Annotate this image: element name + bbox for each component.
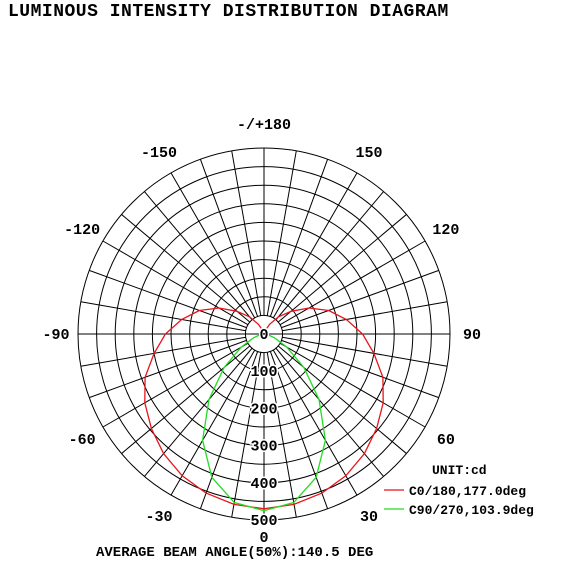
grid-spoke — [89, 339, 247, 399]
radial-tick-label: 100 — [250, 364, 277, 381]
angle-label: -60 — [69, 432, 96, 449]
grid-spoke — [170, 349, 256, 496]
series-curve-0 — [144, 307, 384, 510]
grid-spoke — [272, 349, 358, 496]
grid-spoke — [80, 336, 246, 367]
legend-label-0: C0/180,177.0deg — [409, 484, 526, 499]
angle-label: 150 — [355, 145, 382, 162]
radial-tick-label: 200 — [250, 401, 277, 418]
radial-tick-label: 500 — [250, 513, 277, 530]
grid-spoke — [170, 172, 256, 319]
angle-label: 60 — [437, 432, 455, 449]
grid-spoke — [282, 301, 448, 332]
legend: C0/180,177.0deg C90/270,103.9deg — [384, 484, 534, 518]
grid-spoke — [266, 352, 297, 518]
grid-spoke — [144, 191, 253, 321]
radial-tick-label: 300 — [250, 439, 277, 456]
radial-tick-label: 400 — [250, 476, 277, 493]
grid-spoke — [281, 339, 439, 399]
angle-label: -/+180 — [237, 117, 291, 134]
grid-spoke — [275, 347, 384, 477]
grid-spoke — [277, 214, 407, 323]
angle-label: -90 — [42, 327, 69, 344]
grid-spoke — [199, 159, 259, 317]
grid-spoke — [282, 336, 448, 367]
legend-label-1: C90/270,103.9deg — [409, 503, 534, 518]
grid-spoke — [272, 172, 358, 319]
axis-labels: -/+1801501209060300-30-60-90-120-1500100… — [42, 117, 481, 547]
grid-spoke — [279, 342, 426, 428]
grid-spoke — [102, 342, 249, 428]
grid-spoke — [269, 159, 329, 317]
grid-spoke — [121, 214, 251, 323]
angle-label: 30 — [360, 509, 378, 526]
angle-label: 90 — [463, 327, 481, 344]
grid-spoke — [231, 352, 262, 518]
angle-label: -30 — [145, 509, 172, 526]
grid-spoke — [275, 191, 384, 321]
radial-tick-label: 0 — [259, 327, 268, 344]
grid-spoke — [269, 351, 329, 509]
series-curves — [144, 307, 384, 512]
angle-label: -150 — [141, 145, 177, 162]
grid-spoke — [199, 351, 259, 509]
grid-spoke — [80, 301, 246, 332]
grid-spoke — [89, 269, 247, 329]
grid-spoke — [144, 347, 253, 477]
angle-label: 120 — [432, 222, 459, 239]
grid-spoke — [231, 150, 262, 316]
grid-spoke — [281, 269, 439, 329]
grid-spoke — [277, 345, 407, 454]
polar-grid — [77, 147, 451, 521]
grid-spoke — [266, 150, 297, 316]
series-curve-1 — [201, 333, 327, 512]
unit-label: UNIT:cd — [432, 463, 487, 478]
grid-spoke — [102, 240, 249, 326]
grid-spoke — [279, 240, 426, 326]
angle-label: -120 — [64, 222, 100, 239]
beam-angle-footer: AVERAGE BEAM ANGLE(50%):140.5 DEG — [96, 545, 374, 561]
angle-label: 0 — [259, 530, 268, 547]
chart-title: LUMINOUS INTENSITY DISTRIBUTION DIAGRAM — [8, 2, 449, 22]
grid-spoke — [121, 345, 251, 454]
